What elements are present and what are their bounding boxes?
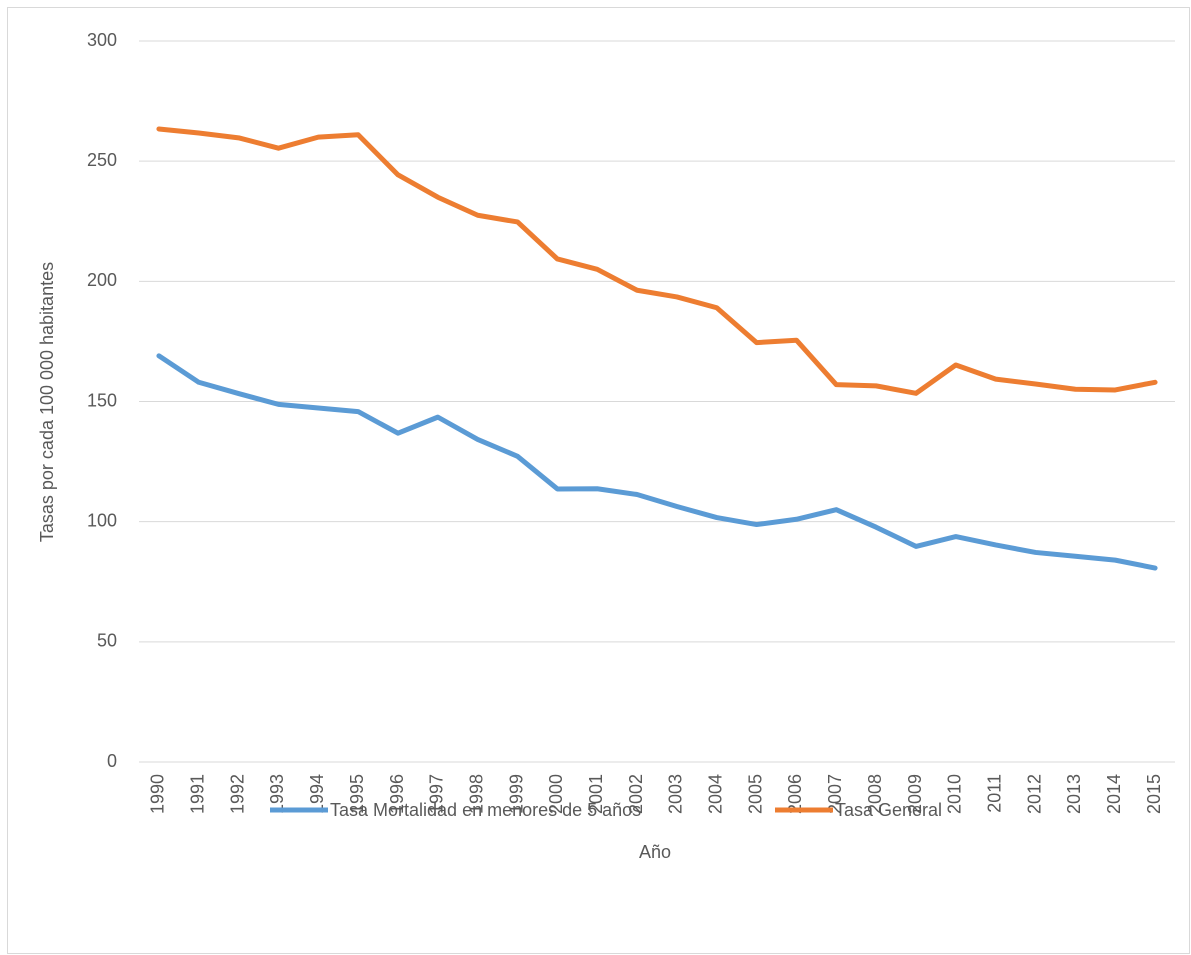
legend-label: Tasa General xyxy=(835,800,942,820)
x-tick-label: 2011 xyxy=(984,774,1004,813)
x-tick-label: 1994 xyxy=(307,774,327,814)
x-tick-label: 2005 xyxy=(745,774,765,814)
x-tick-label: 2014 xyxy=(1104,774,1124,814)
x-tick-label: 1996 xyxy=(387,774,407,814)
chart-frame xyxy=(7,7,1190,954)
legend-label: Tasa Mortalidad en menores de 5 años xyxy=(330,800,641,820)
x-axis-title: Año xyxy=(639,842,671,862)
series-line xyxy=(156,353,1158,571)
y-tick-label: 50 xyxy=(97,631,117,651)
x-tick-label: 1995 xyxy=(347,774,367,814)
x-tick-label: 1998 xyxy=(466,774,486,814)
y-tick-label: 150 xyxy=(87,390,117,410)
x-tick-label: 1993 xyxy=(267,774,287,814)
x-tick-label: 2008 xyxy=(865,774,885,814)
x-tick-label: 2009 xyxy=(905,774,925,814)
y-tick-label: 100 xyxy=(87,510,117,530)
y-tick-label: 200 xyxy=(87,270,117,290)
y-axis-title: Tasas por cada 100 000 habitantes xyxy=(37,262,57,542)
x-tick-label: 2006 xyxy=(785,774,805,814)
series-line xyxy=(156,126,1158,396)
y-tick-label: 250 xyxy=(87,150,117,170)
x-tick-label: 1991 xyxy=(188,774,208,814)
x-tick-label: 2012 xyxy=(1024,774,1044,814)
x-tick-label: 1990 xyxy=(148,774,168,814)
x-tick-label: 2015 xyxy=(1144,774,1164,814)
x-tick-label: 1992 xyxy=(227,774,247,814)
y-tick-label: 0 xyxy=(107,751,117,771)
x-tick-label: 2000 xyxy=(546,774,566,814)
x-tick-label: 2002 xyxy=(626,774,646,814)
y-tick-label: 300 xyxy=(87,30,117,50)
x-tick-label: 2004 xyxy=(706,774,726,814)
x-tick-label: 1997 xyxy=(427,774,447,814)
x-tick-label: 2013 xyxy=(1064,774,1084,814)
x-tick-label: 2001 xyxy=(586,774,606,814)
x-tick-label: 2003 xyxy=(666,774,686,814)
x-tick-label: 2007 xyxy=(825,774,845,814)
x-tick-label: 2010 xyxy=(945,774,965,814)
x-tick-label: 1999 xyxy=(506,774,526,814)
